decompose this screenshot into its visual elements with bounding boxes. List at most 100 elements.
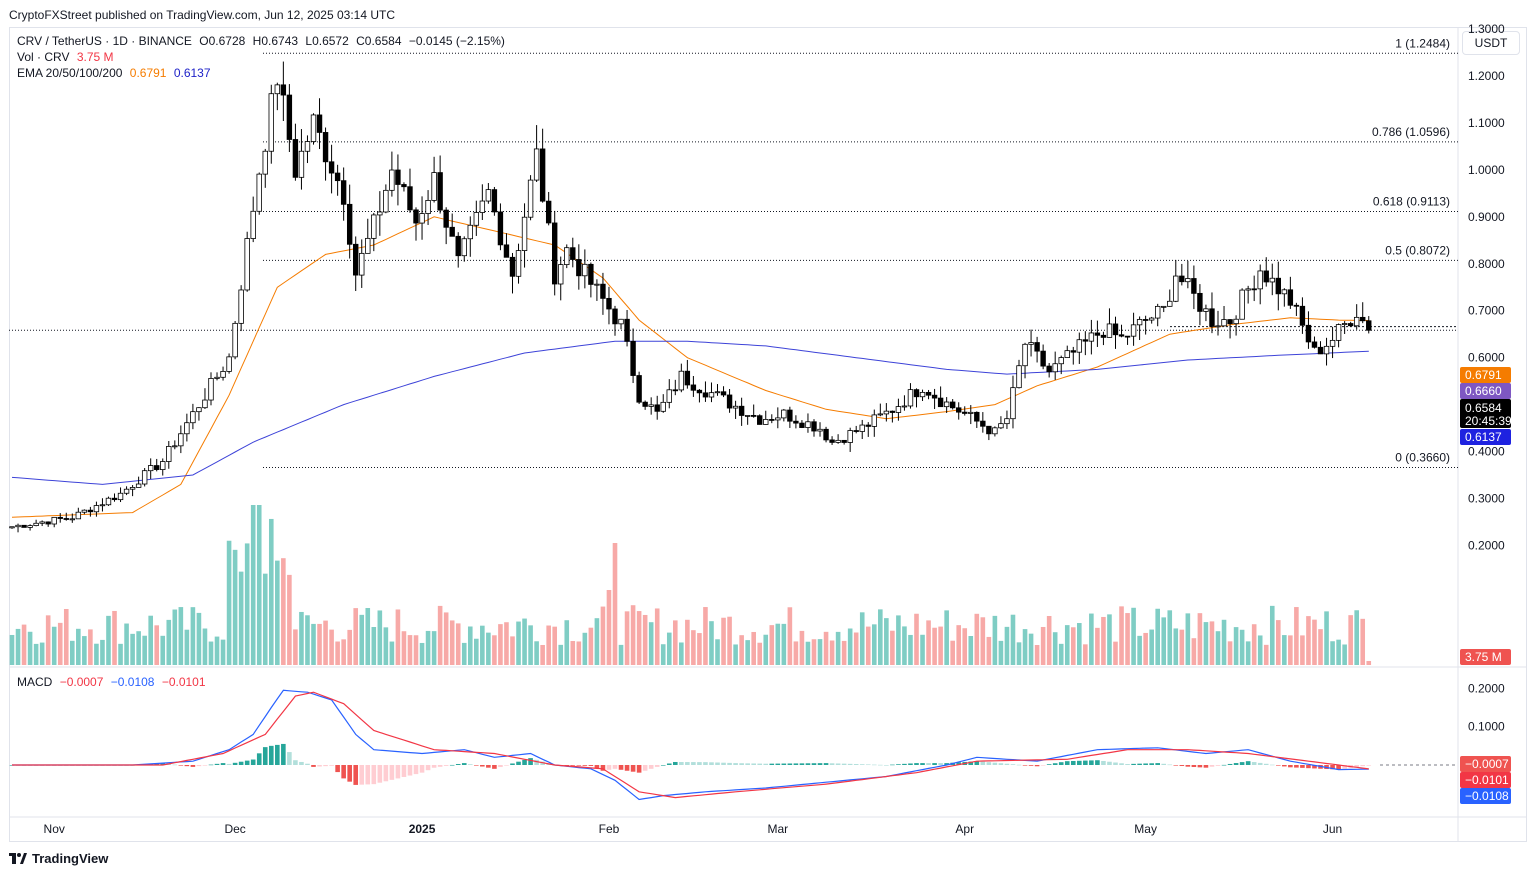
candle-body — [1064, 350, 1070, 358]
candle-body — [714, 391, 721, 394]
candle-body — [1076, 339, 1083, 353]
macd-histogram-bar — [1119, 763, 1124, 765]
candle-body — [1299, 305, 1306, 326]
candle-body — [57, 516, 63, 519]
macd-histogram-bar — [1058, 762, 1064, 765]
candle-body — [1155, 305, 1161, 319]
volume-bar — [1028, 633, 1034, 665]
volume-bar — [1318, 629, 1323, 665]
volume-bar — [226, 540, 232, 665]
candle-body — [449, 226, 455, 237]
volume-bar — [455, 623, 461, 665]
tag-macd-line: −0.0108 — [1465, 789, 1509, 803]
macd-histogram-bar — [968, 761, 974, 765]
volume-bar — [401, 631, 407, 665]
macd-histogram-bar — [305, 763, 310, 765]
macd-histogram-bar — [1143, 763, 1148, 765]
candle-body — [696, 389, 703, 394]
macd-histogram-bar — [570, 765, 576, 766]
volume-bar — [853, 632, 859, 665]
macd-histogram-bar — [522, 759, 527, 765]
candle-body — [1046, 365, 1052, 373]
macd-histogram-bar — [600, 765, 606, 771]
candle-body — [1293, 304, 1300, 307]
macd-histogram-bar — [461, 763, 467, 765]
volume-bar — [950, 640, 955, 665]
candle-body — [268, 93, 274, 152]
volume-bar — [666, 632, 672, 665]
volume-bar — [256, 505, 262, 665]
candle-body — [799, 422, 805, 428]
volume-bar — [130, 633, 135, 665]
volume-bar — [974, 613, 980, 665]
volume-bar — [419, 642, 425, 665]
volume-bar — [148, 615, 153, 665]
candle-body — [401, 184, 407, 188]
candle-body — [1209, 308, 1215, 327]
macd-histogram-bar — [920, 763, 925, 765]
macd-histogram-bar — [1312, 765, 1317, 769]
close-value: C0.6584 — [356, 34, 402, 48]
macd-histogram-bar — [1173, 765, 1179, 766]
volume-bar — [775, 623, 781, 665]
macd-histogram-bar — [974, 761, 980, 765]
volume-bar — [847, 628, 853, 665]
candle-body — [172, 445, 178, 448]
candle-body — [931, 394, 938, 399]
candle-body — [732, 405, 739, 409]
volume-bar — [733, 644, 738, 665]
volume-bar — [654, 608, 660, 665]
macd-histogram-bar — [1185, 765, 1191, 767]
volume-bar — [76, 628, 81, 665]
macd-histogram-bar — [727, 762, 732, 765]
tradingview-label: TradingView — [32, 851, 109, 866]
candle-body — [1263, 270, 1269, 283]
candle-body — [214, 376, 220, 379]
candle-body — [346, 203, 353, 245]
candle-body — [1094, 332, 1101, 336]
macd-histogram-bar — [763, 763, 769, 765]
macd-histogram-bar — [914, 763, 919, 765]
candle-body — [660, 401, 666, 412]
currency-button[interactable]: USDT — [1462, 31, 1520, 55]
time-axis-label: May — [1134, 822, 1157, 836]
macd-histogram-bar — [250, 759, 256, 765]
macd-histogram-bar — [377, 765, 383, 783]
price-axis-label: 1.0000 — [1468, 163, 1505, 177]
volume-bar — [57, 622, 63, 665]
candle-body — [672, 389, 678, 392]
candle-body — [702, 392, 709, 398]
volume-bar — [630, 605, 636, 665]
macd-histogram-bar — [1276, 765, 1281, 766]
volume-bar — [1251, 624, 1257, 665]
volume-bar — [805, 641, 811, 665]
volume-bar — [124, 623, 129, 665]
tag-macd-signal-bg — [1460, 772, 1511, 788]
ema-legend[interactable]: EMA 20/50/100/200 0.6791 0.6137 — [17, 65, 211, 81]
candle-body — [9, 526, 15, 529]
macd-histogram-bar — [208, 764, 214, 766]
macd-legend[interactable]: MACD −0.0007 −0.0108 −0.0101 — [17, 674, 206, 690]
symbol-legend[interactable]: CRV / TetherUS · 1D · BINANCE O0.6728 H0… — [17, 33, 505, 49]
candle-body — [775, 417, 781, 421]
volume-legend[interactable]: Vol · CRV 3.75 M — [17, 49, 114, 65]
tradingview-logo[interactable]: TradingView — [9, 851, 108, 866]
volume-bar — [474, 638, 479, 665]
candle-body — [154, 465, 160, 470]
macd-histogram-bar — [932, 763, 937, 765]
candle-body — [395, 169, 401, 185]
macd-histogram-bar — [1040, 765, 1046, 766]
candle-body — [1335, 324, 1342, 341]
volume-bar — [1143, 632, 1148, 665]
macd-histogram-bar — [1167, 764, 1173, 766]
candle-body — [1227, 319, 1233, 325]
volume-bar — [51, 626, 57, 665]
candle-body — [1106, 323, 1113, 338]
candle-body — [160, 461, 166, 470]
candle-body — [1112, 323, 1119, 336]
candle-body — [1088, 332, 1095, 342]
volume-bar — [383, 627, 389, 665]
volume-bar — [884, 618, 889, 665]
candle-body — [274, 84, 281, 95]
